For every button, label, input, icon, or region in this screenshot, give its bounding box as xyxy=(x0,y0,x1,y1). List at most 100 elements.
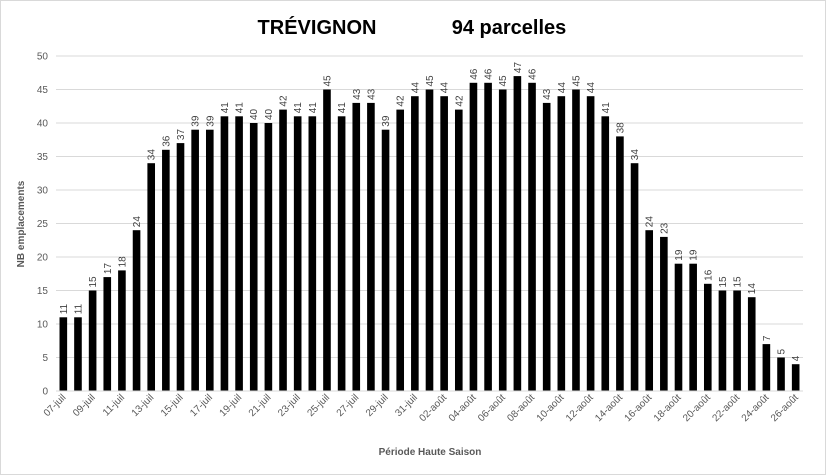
bar xyxy=(74,317,82,391)
bar xyxy=(777,357,785,391)
x-tick-label: 02-août xyxy=(418,392,450,424)
bar xyxy=(630,163,639,391)
bar xyxy=(645,230,654,391)
x-axis-label: Période Haute Saison xyxy=(379,447,482,458)
bar xyxy=(440,96,448,391)
bar xyxy=(557,96,566,391)
y-tick-label: 35 xyxy=(37,152,49,163)
x-tick-label: 23-juil xyxy=(276,392,303,419)
data-label: 18 xyxy=(117,256,128,268)
data-label: 4 xyxy=(791,355,802,361)
bar xyxy=(747,297,756,391)
bar xyxy=(381,129,390,391)
data-label: 44 xyxy=(557,82,568,94)
bar xyxy=(762,344,771,391)
data-label: 43 xyxy=(366,88,377,100)
x-tick-label: 20-août xyxy=(681,392,713,424)
bars xyxy=(59,76,800,392)
bar xyxy=(147,163,156,391)
bar xyxy=(323,89,331,391)
bar xyxy=(279,109,287,391)
data-label: 40 xyxy=(249,108,260,120)
bar xyxy=(498,89,507,391)
x-tick-label: 19-juil xyxy=(218,392,245,419)
bar xyxy=(703,283,712,391)
data-label: 15 xyxy=(733,276,744,288)
data-label: 43 xyxy=(542,88,553,100)
x-tick-label: 21-juil xyxy=(247,392,274,419)
bar xyxy=(367,102,375,392)
x-tick-label: 16-août xyxy=(623,392,655,424)
y-tick-label: 40 xyxy=(37,119,49,130)
y-tick-label: 10 xyxy=(37,320,49,331)
y-tick-label: 50 xyxy=(37,52,49,63)
bar xyxy=(454,109,463,391)
data-label: 45 xyxy=(498,75,509,87)
data-label: 45 xyxy=(322,75,333,87)
bar xyxy=(132,230,141,391)
x-tick-label: 14-août xyxy=(593,392,625,424)
data-label: 41 xyxy=(235,102,246,114)
x-tick-label: 15-juil xyxy=(159,392,186,419)
data-label: 19 xyxy=(674,249,685,261)
data-label: 24 xyxy=(645,216,656,228)
data-label: 14 xyxy=(747,283,758,295)
bar xyxy=(484,82,492,392)
y-tick-label: 20 xyxy=(37,253,49,264)
bar xyxy=(293,116,302,392)
bar xyxy=(162,149,170,391)
bar xyxy=(469,82,478,392)
x-tick-labels: 07-juil 09-juil 11-juil 13-juil 15-juil 17-ju… xyxy=(42,392,801,424)
data-label: 44 xyxy=(586,82,597,94)
data-label: 46 xyxy=(469,68,480,80)
data-label: 19 xyxy=(689,249,700,261)
data-label: 11 xyxy=(73,303,84,314)
bar xyxy=(411,96,419,391)
data-label: 36 xyxy=(161,135,172,147)
bar xyxy=(674,263,683,391)
x-tick-label: 10-août xyxy=(535,392,567,424)
data-label: 39 xyxy=(205,115,216,127)
y-tick-label: 25 xyxy=(37,219,49,230)
chart-subtitle: 94 parcelles xyxy=(452,17,567,39)
bar xyxy=(586,96,595,391)
y-tick-label: 30 xyxy=(37,186,49,197)
data-label: 11 xyxy=(59,303,70,314)
x-tick-label: 29-juil xyxy=(364,392,391,419)
x-tick-label: 04-août xyxy=(447,392,479,424)
y-tick-label: 45 xyxy=(37,85,49,96)
bar xyxy=(689,263,697,391)
data-label: 7 xyxy=(762,335,773,341)
x-tick-label: 06-août xyxy=(476,392,508,424)
x-tick-label: 13-juil xyxy=(130,392,157,419)
x-tick-label: 31-juil xyxy=(393,392,420,419)
data-label: 39 xyxy=(191,115,202,127)
bar xyxy=(59,317,68,391)
x-tick-label: 12-août xyxy=(564,392,596,424)
data-label: 34 xyxy=(147,149,158,161)
y-tick-label: 0 xyxy=(42,387,48,398)
bar xyxy=(191,129,199,391)
data-label: 47 xyxy=(513,62,524,74)
data-label: 17 xyxy=(103,263,114,275)
y-tick-label: 5 xyxy=(42,353,48,364)
bar xyxy=(542,102,551,392)
bar xyxy=(337,116,346,392)
data-label: 40 xyxy=(264,108,275,120)
x-tick-label: 26-août xyxy=(769,392,801,424)
y-tick-labels: 0 5 10 15 20 25 30 35 40 45 50 xyxy=(37,52,49,398)
data-label: 24 xyxy=(132,216,143,228)
data-label: 44 xyxy=(440,82,451,94)
data-label: 43 xyxy=(352,88,363,100)
x-tick-label: 27-juil xyxy=(335,392,362,419)
x-tick-label: 09-juil xyxy=(71,392,98,419)
bar xyxy=(718,290,727,391)
x-tick-label: 22-août xyxy=(710,392,742,424)
data-label: 44 xyxy=(410,82,421,94)
x-tick-label: 11-juil xyxy=(101,392,127,418)
bar xyxy=(513,76,522,391)
data-label: 41 xyxy=(220,102,231,114)
data-label: 39 xyxy=(381,115,392,127)
bar xyxy=(733,290,741,391)
